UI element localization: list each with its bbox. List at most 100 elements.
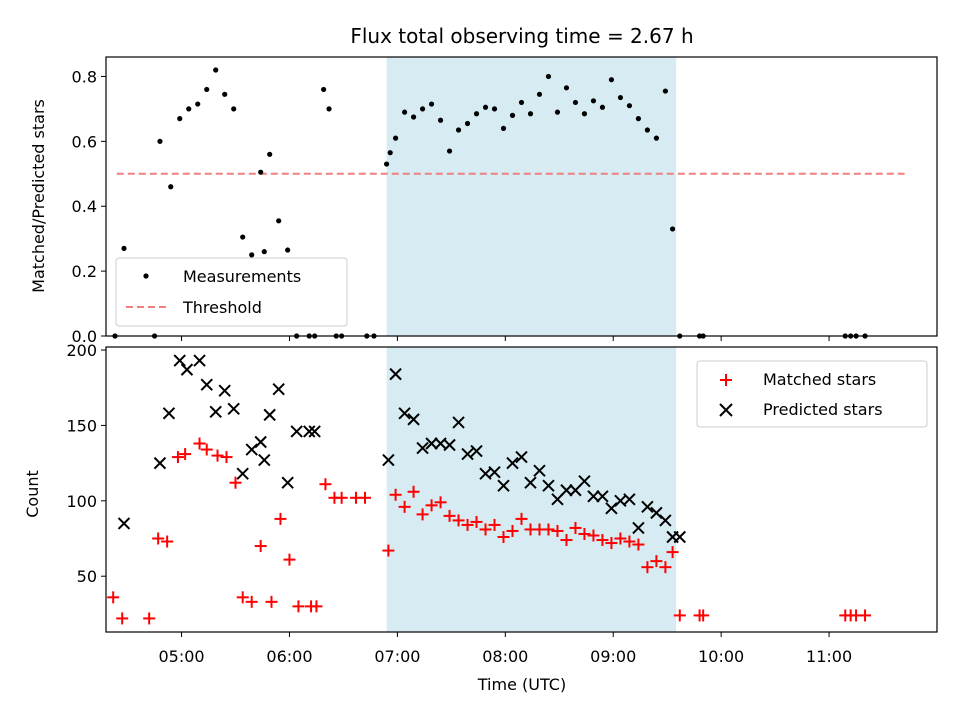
predicted-marker-b <box>515 450 528 464</box>
matched-star-point <box>650 555 663 568</box>
matched-star-point <box>497 531 510 543</box>
predicted-star-point <box>650 506 663 520</box>
legend-measurements-label: Measurements <box>183 267 301 286</box>
predicted-star-point <box>443 438 456 452</box>
predicted-marker-b <box>407 413 420 426</box>
predicted-star-point <box>272 383 285 396</box>
predicted-marker-b <box>308 425 321 438</box>
predicted-marker-b <box>605 502 618 515</box>
predicted-marker-b <box>162 407 176 420</box>
predicted-marker-b <box>461 447 474 461</box>
predicted-marker-b <box>470 444 483 458</box>
measurement-point <box>527 111 534 117</box>
predicted-star-point <box>245 443 258 456</box>
measurement-point <box>635 116 642 122</box>
predicted-star-point <box>452 416 465 429</box>
top-legend: Measurements Threshold <box>115 257 348 327</box>
matched-star-point <box>632 538 645 551</box>
bottom-legend: Matched stars Predicted stars <box>696 360 928 428</box>
predicted-star-point <box>180 363 194 376</box>
matched-star-point <box>673 609 686 622</box>
predicted-marker-b <box>236 467 249 480</box>
predicted-marker-b <box>578 474 591 488</box>
predicted-star-point <box>218 384 231 397</box>
predicted-star-point <box>632 521 645 535</box>
matched-star-point <box>398 500 411 513</box>
matched-star-point <box>236 591 249 604</box>
predicted-marker-b <box>497 479 510 492</box>
y-tick-label: 0.6 <box>72 132 97 151</box>
measurement-point <box>249 252 255 258</box>
legend-matched-marker <box>720 374 732 386</box>
matched-star-point <box>283 553 296 566</box>
measurement-point <box>509 112 516 118</box>
matched-star-point <box>407 485 420 498</box>
predicted-marker-b <box>153 456 167 470</box>
measurement-point <box>195 101 201 107</box>
matched-star-point <box>470 515 483 528</box>
matched-star-point <box>161 535 174 548</box>
matched-star-point <box>200 443 213 456</box>
top-y-axis: 0.0 0.2 0.4 0.6 0.8 <box>72 67 106 346</box>
matched-star-point <box>107 591 120 604</box>
matched-star-point <box>587 529 600 542</box>
measurement-point <box>121 245 127 252</box>
matched-star-point <box>359 491 372 504</box>
predicted-marker-b <box>614 494 627 508</box>
predicted-marker-b <box>596 490 609 503</box>
matched-star-point <box>443 509 456 522</box>
matched-star-point <box>310 600 323 613</box>
predicted-marker-b <box>506 456 519 470</box>
predicted-star-point <box>470 444 483 458</box>
matched-star-point <box>859 609 872 622</box>
matched-star-point <box>569 521 582 534</box>
predicted-star-point <box>524 476 537 489</box>
matched-star-point <box>274 512 287 525</box>
predicted-star-point <box>641 500 654 514</box>
predicted-marker-b <box>587 490 600 503</box>
predicted-marker-b <box>272 383 285 396</box>
measurement-point <box>446 148 453 154</box>
predicted-star-point <box>258 453 271 467</box>
legend-measurements-marker <box>143 273 149 279</box>
predicted-star-point <box>673 530 686 544</box>
predicted-star-point <box>254 435 267 449</box>
measurement-point <box>410 114 417 120</box>
predicted-marker-b <box>488 465 501 479</box>
bottom-legend-box <box>696 360 928 428</box>
measurement-point <box>653 135 660 141</box>
matched-star-point <box>697 609 710 622</box>
measurement-point <box>536 91 543 97</box>
measurement-point <box>213 67 219 73</box>
measurement-point <box>387 150 393 156</box>
predicted-star-point <box>162 407 176 420</box>
observing-span-top <box>386 57 677 336</box>
predicted-marker-b <box>281 476 294 489</box>
predicted-marker-b <box>263 408 276 422</box>
x-tick-label: 11:00 <box>806 647 852 666</box>
chart-title: Flux total observing time = 2.67 h <box>350 24 693 48</box>
observing-span-bottom <box>386 347 677 632</box>
predicted-marker-b <box>193 354 206 367</box>
measurement-point <box>321 86 327 93</box>
measurement-point <box>401 109 408 115</box>
matched-star-point <box>578 527 591 540</box>
matched-star-point <box>254 540 267 553</box>
predicted-marker-b <box>416 441 429 455</box>
predicted-star-point <box>263 408 276 422</box>
measurement-point <box>261 249 267 255</box>
predicted-star-point <box>623 493 636 506</box>
predicted-stars-series <box>117 354 686 544</box>
predicted-star-point <box>407 413 420 426</box>
measurement-point <box>267 151 273 157</box>
predicted-star-point <box>153 456 167 470</box>
predicted-star-point <box>173 354 186 367</box>
predicted-star-point <box>290 425 303 438</box>
matched-star-point <box>193 437 206 450</box>
matched-star-point <box>452 514 465 527</box>
measurement-point <box>626 103 633 109</box>
measurement-point <box>572 99 579 106</box>
matched-star-point <box>479 523 492 536</box>
measurement-point <box>644 127 651 133</box>
matched-star-point <box>434 496 447 509</box>
